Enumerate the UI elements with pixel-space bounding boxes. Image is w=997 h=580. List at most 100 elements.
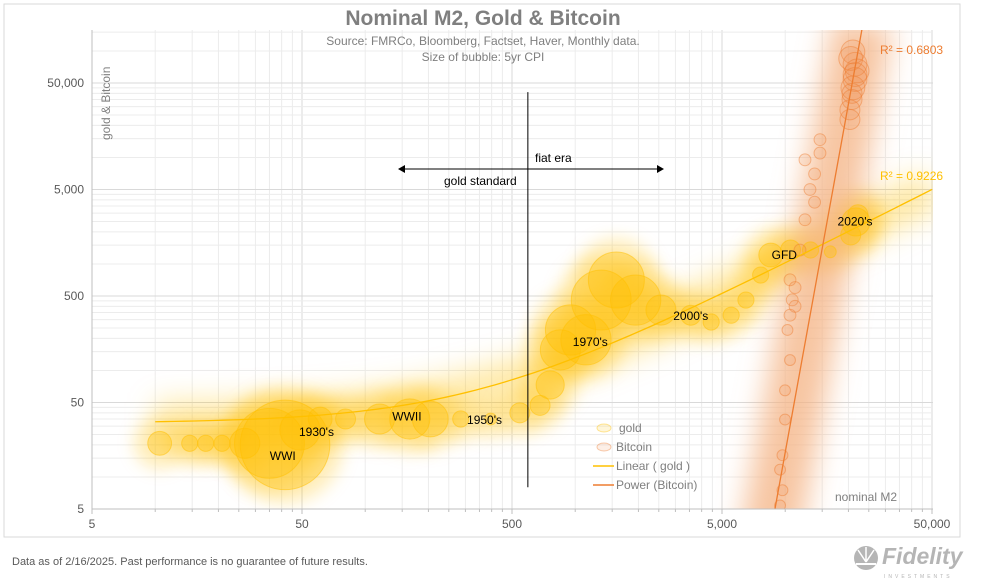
legend-bitcoin-trend-label: Power (Bitcoin) (616, 478, 697, 492)
era-label: 2000's (673, 309, 708, 323)
gold-bubble (181, 434, 199, 452)
legend-bitcoin-label: Bitcoin (616, 440, 652, 454)
x-tick-label: 5 (89, 517, 96, 531)
bitcoin-r2-label: R² = 0.6803 (880, 43, 943, 57)
logo-subtext: INVESTMENTS (884, 574, 953, 580)
y-tick-label: 50 (71, 396, 85, 410)
gold-r2-label: R² = 0.9226 (880, 169, 943, 183)
legend-gold-trend-label: Linear ( gold ) (616, 459, 690, 473)
y-tick-label: 50,000 (47, 76, 84, 90)
gold-bubble (737, 291, 755, 309)
arrow-right-icon (657, 165, 664, 173)
bitcoin-bubble (776, 449, 789, 462)
y-axis-label: gold & Bitcoin (99, 67, 113, 140)
bitcoin-bubble (803, 183, 817, 196)
gold-bubble (234, 407, 305, 479)
bitcoin-bubble (798, 153, 812, 167)
bitcoin-bubble (774, 463, 786, 476)
bitcoin-bubble (781, 324, 794, 336)
bitcoin-bubble (842, 62, 868, 87)
bitcoin-bubble (776, 484, 789, 497)
bitcoin-bubble (788, 299, 802, 313)
gold-bubble (570, 269, 632, 331)
x-tick-label: 500 (502, 517, 522, 531)
chart-title: Nominal M2, Gold & Bitcoin (345, 7, 620, 30)
x-tick-label: 50 (295, 517, 309, 531)
gold-bubble (307, 406, 333, 432)
gold-bubble (484, 412, 498, 426)
gold-bubble (610, 274, 662, 326)
bitcoin-bubble (808, 167, 822, 181)
bitcoin-bubble (783, 273, 797, 287)
logo-text: Fidelity (882, 543, 964, 569)
y-tick-label: 500 (64, 289, 84, 303)
gold-bubble (847, 204, 869, 226)
bitcoin-bubble (841, 88, 863, 110)
gold-bubble (279, 409, 321, 451)
gold-bubble (535, 370, 565, 400)
chart-subtitle-source: Source: FMRCo, Bloomberg, Factset, Haver… (326, 34, 639, 48)
gold-bubble (509, 402, 531, 424)
gold-bubble (363, 403, 396, 435)
bitcoin-bubble (813, 133, 827, 147)
gold-bubble (823, 245, 837, 259)
bubbles (147, 39, 871, 509)
legend-gold-marker (596, 423, 612, 433)
gold-bubble (587, 251, 645, 309)
era-label: 2020's (838, 215, 873, 229)
bitcoin-bubble (779, 384, 791, 397)
gold-bubble (758, 242, 784, 268)
era-label: 1930's (299, 425, 334, 439)
y-tick-label: 5 (77, 502, 84, 516)
era-label: GFD (772, 248, 798, 262)
gold-bubble (213, 434, 231, 452)
x-axis-label: nominal M2 (835, 490, 897, 504)
gold-glow-spot (438, 396, 483, 442)
bitcoin-bubble (774, 499, 786, 509)
legend-bitcoin-marker (596, 442, 612, 452)
x-tick-label: 50,000 (914, 517, 951, 531)
gold-bubble (722, 306, 740, 324)
fidelity-logo: Fidelity INVESTMENTS (854, 543, 964, 580)
sunburst-icon (854, 546, 878, 570)
fiat-era-label: fiat era (535, 151, 572, 165)
bitcoin-bubble (839, 99, 861, 121)
bitcoin-bubble (779, 413, 791, 426)
gold-bubble (335, 408, 357, 430)
bitcoin-bubble (784, 354, 796, 367)
gold-bubble (645, 294, 677, 326)
arrow-left-icon (398, 165, 405, 173)
y-tick-label: 5,000 (54, 183, 84, 197)
footer-disclaimer: Data as of 2/16/2025. Past performance i… (12, 556, 368, 568)
gold-bubble (702, 313, 720, 331)
era-label: 1970's (573, 335, 608, 349)
x-tick-label: 5,000 (707, 517, 737, 531)
gold-bubble (452, 410, 470, 428)
gold-standard-label: gold standard (444, 174, 517, 188)
gold-linear-trendline (155, 188, 933, 423)
gold-bubble (841, 207, 871, 237)
era-label: WWII (392, 409, 421, 423)
bitcoin-bubble (783, 308, 797, 322)
gold-bubble (560, 314, 612, 366)
era-label: 1950's (467, 413, 502, 427)
chart-subtitle-bubble: Size of bubble: 5yr CPI (422, 50, 545, 64)
gold-bubble (389, 398, 431, 440)
bitcoin-bubble (808, 195, 822, 209)
trendlines (155, 30, 933, 509)
bitcoin-bubble (785, 293, 799, 307)
legend-gold-label: gold (619, 421, 642, 435)
axes: 5 50 500 5,000 50,000 5 50 500 5,000 50,000 (47, 30, 951, 531)
gold-bubble (147, 430, 173, 456)
legend: gold Bitcoin Linear ( gold ) Power (Bitc… (593, 421, 697, 492)
gold-bubble (239, 399, 331, 491)
bitcoin-bubble (838, 46, 864, 71)
bitcoin-bubble (813, 146, 827, 160)
bitcoin-bubble (788, 281, 802, 294)
bitcoin-bubble (798, 213, 812, 227)
gold-bubble (229, 427, 261, 459)
era-label: WWI (270, 449, 296, 463)
bitcoin-power-trendline (774, 30, 863, 509)
